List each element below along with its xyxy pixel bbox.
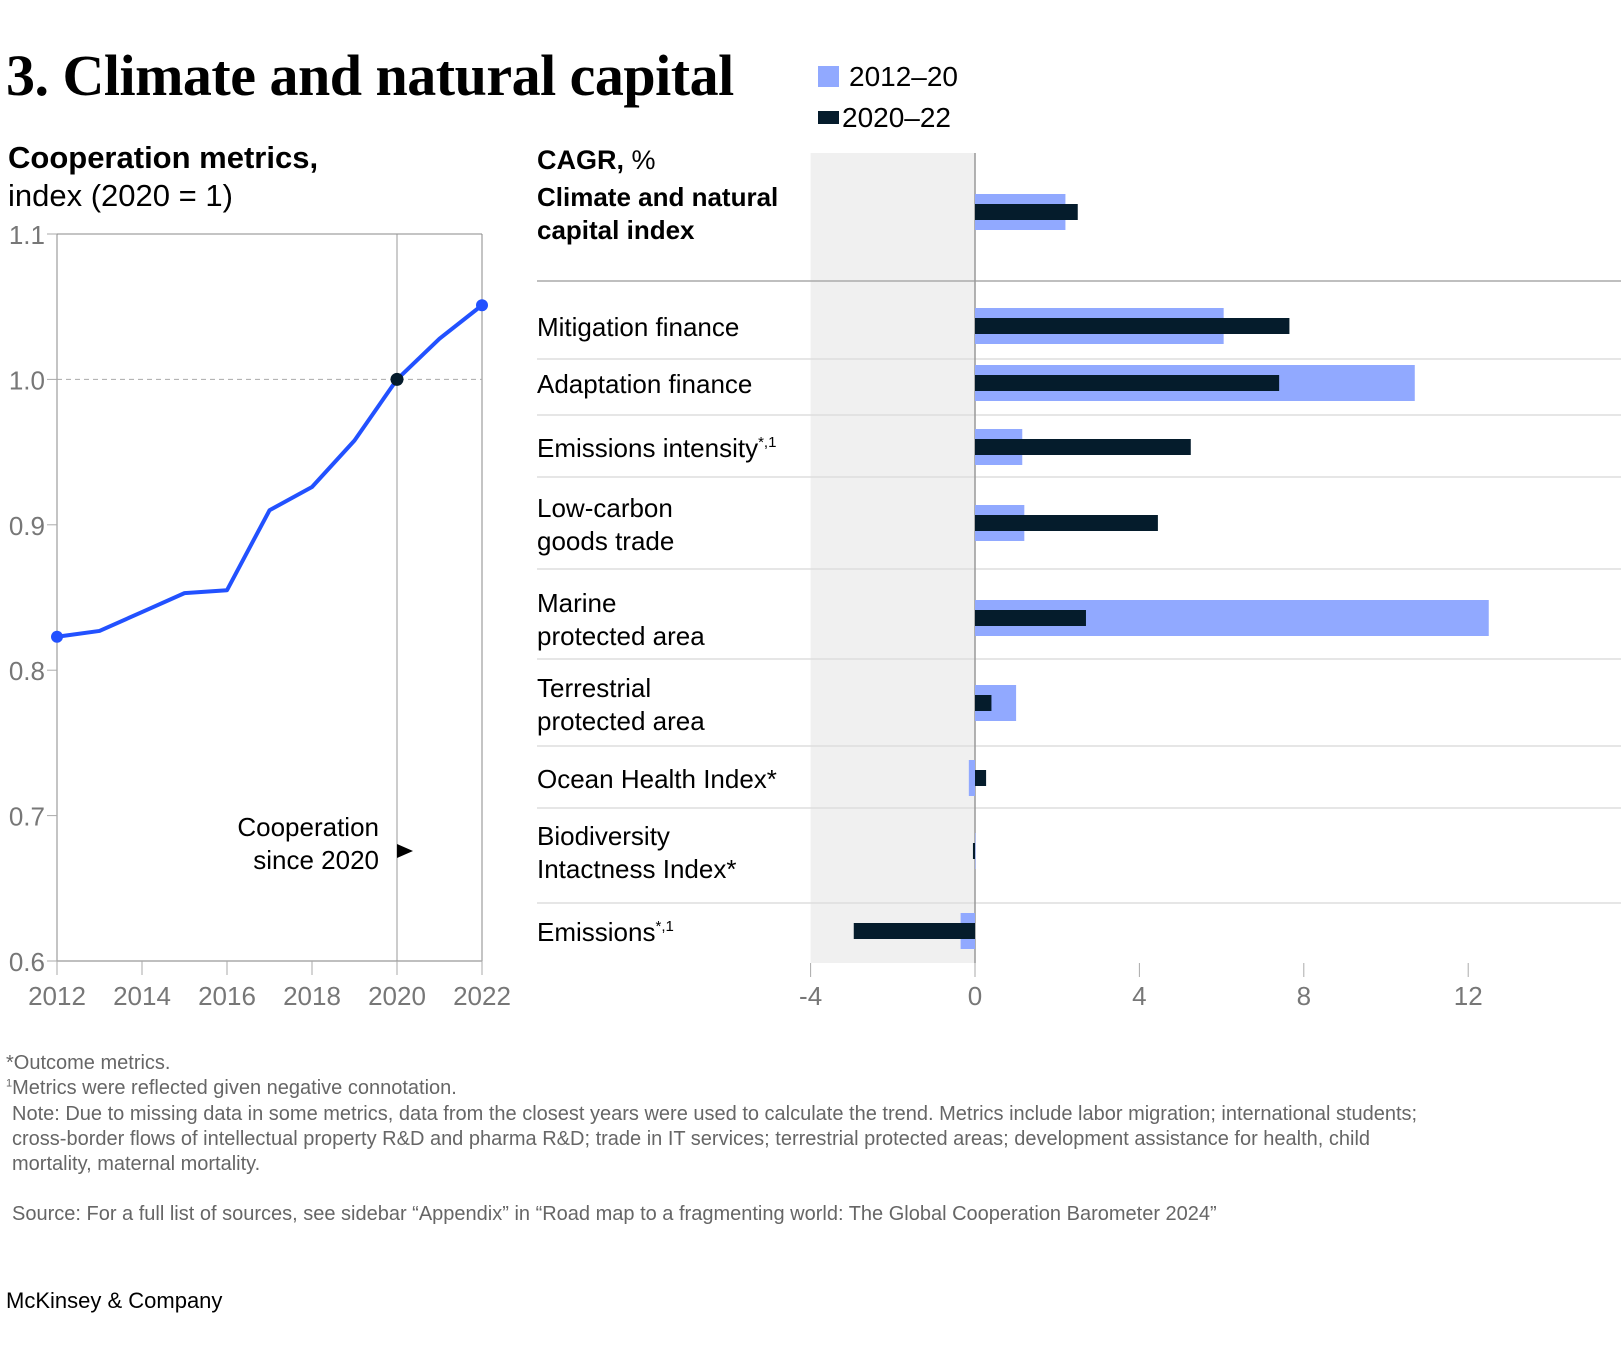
row-label: Emissions*,1	[537, 917, 674, 947]
x-tick-label: 4	[1132, 981, 1146, 1011]
bar-2020-22	[975, 610, 1086, 626]
row-label: Biodiversity	[537, 821, 670, 851]
line-chart: 0.6 0.7 0.8 0.9 1.0 1.1 2012 2014 2016 2018 2020 20…	[9, 220, 511, 1011]
y-tick-label: 1.0	[9, 365, 45, 395]
x-tick-label: 2014	[113, 981, 171, 1011]
bar-row: Emissions*,1	[537, 913, 975, 949]
footnote-reflected: 1Metrics were reflected given negative c…	[6, 1077, 457, 1100]
legend-item-2012-20: 2012–20	[818, 56, 958, 97]
legend-swatch-light-icon	[818, 66, 839, 87]
bar-2020-22	[975, 318, 1290, 334]
y-tick-label: 0.8	[9, 656, 45, 686]
unit-bold: CAGR,	[537, 145, 624, 175]
bar-2012-20	[968, 760, 975, 796]
note-line-3: mortality, maternal mortality.	[12, 1153, 261, 1175]
start-point	[51, 630, 63, 643]
legend-item-2020-22: 2020–22	[818, 97, 958, 138]
footnote-sup: 1	[6, 1077, 13, 1090]
x-tick-label: 2012	[28, 981, 86, 1011]
x-tick-label: 2018	[283, 981, 341, 1011]
row-label: Climate and natural	[537, 182, 778, 212]
row-label: protected area	[537, 706, 705, 736]
bar-row: Adaptation finance	[537, 365, 1415, 401]
bar-2020-22	[975, 375, 1280, 391]
row-label: capital index	[537, 215, 695, 245]
negative-region	[810, 153, 975, 963]
x-tick-label: 2020	[368, 981, 426, 1011]
legend-label: 2020–22	[842, 101, 952, 133]
line-chart-title: Cooperation metrics,	[8, 140, 319, 175]
line-chart-subtitle: index (2020 = 1)	[8, 178, 233, 213]
unit-rest: %	[624, 145, 656, 175]
bar-2020-22	[975, 204, 1078, 220]
row-label: protected area	[537, 621, 705, 651]
bar-2020-22	[972, 843, 975, 859]
bar-2020-22	[975, 770, 987, 786]
end-point	[476, 299, 488, 312]
row-label: Adaptation finance	[537, 369, 752, 399]
row-label: Emissions intensity*,1	[537, 433, 776, 463]
bar-row: Emissions intensity*,1	[537, 429, 1191, 465]
bar-2012-20	[975, 833, 976, 869]
footnote-reflected-text: Metrics were reflected given negative co…	[12, 1077, 457, 1099]
row-label: Ocean Health Index*	[537, 764, 777, 794]
note-line-2: cross-border flows of intellectual prope…	[12, 1128, 1371, 1150]
row-label: Intactness Index*	[537, 854, 736, 884]
y-tick-label: 1.1	[9, 220, 45, 250]
row-label: Mitigation finance	[537, 312, 739, 342]
annotation-line1: Cooperation	[237, 812, 379, 842]
footnote-outcome: *Outcome metrics.	[6, 1052, 171, 1074]
legend: 2012–20 2020–22	[818, 56, 958, 138]
legend-swatch-dark-icon	[818, 111, 839, 124]
arrow-right-icon	[397, 844, 413, 858]
bar-2020-22	[975, 695, 992, 711]
y-tick-label: 0.6	[9, 947, 45, 977]
x-tick-label: -4	[799, 981, 822, 1011]
row-label: Low-carbon	[537, 493, 673, 523]
x-tick-label: 12	[1454, 981, 1483, 1011]
legend-label: 2012–20	[849, 60, 959, 92]
x-tick-label: 2016	[198, 981, 256, 1011]
bar-chart-unit: CAGR, %	[537, 145, 656, 176]
source-note: Source: For a full list of sources, see …	[12, 1203, 1217, 1225]
bar-row: Ocean Health Index*	[537, 760, 987, 796]
row-label: Terrestrial	[537, 673, 651, 703]
bar-2020-22	[853, 923, 975, 939]
row-label: Marine	[537, 588, 616, 618]
bar-2020-22	[975, 439, 1191, 455]
brand-logo: McKinsey & Company	[6, 1288, 223, 1313]
y-tick-label: 0.9	[9, 511, 45, 541]
x-tick-label: 2022	[453, 981, 511, 1011]
baseline-point	[390, 372, 404, 386]
y-tick-label: 0.7	[9, 802, 45, 832]
bar-row: Mitigation finance	[537, 308, 1290, 344]
x-tick-label: 0	[968, 981, 982, 1011]
row-label: goods trade	[537, 526, 674, 556]
index-line	[56, 303, 484, 639]
note-line-1: Note: Due to missing data in some metric…	[12, 1103, 1418, 1125]
x-tick-label: 8	[1297, 981, 1311, 1011]
bar-2020-22	[975, 515, 1158, 531]
annotation-line2: since 2020	[253, 845, 379, 875]
page-title: 3. Climate and natural capital	[6, 43, 734, 108]
